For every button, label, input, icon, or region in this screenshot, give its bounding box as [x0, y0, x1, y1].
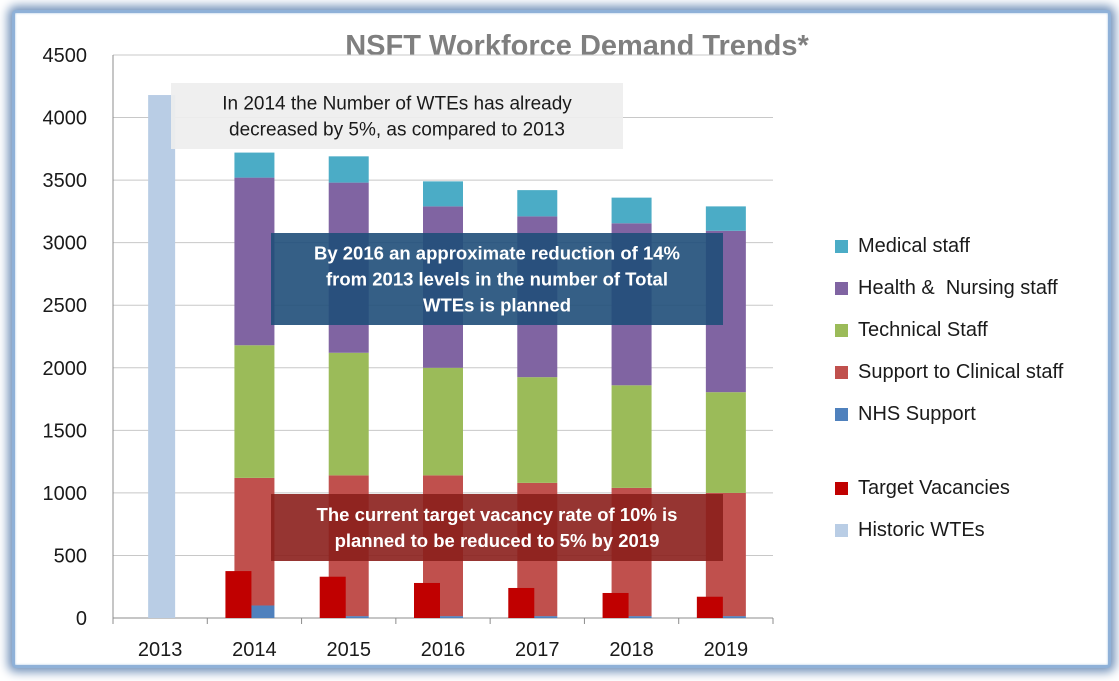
workforce-chart: NSFT Workforce Demand Trends* 0 500 1000 150…	[43, 30, 810, 661]
y-tick-label: 0	[76, 608, 87, 630]
y-tick-label: 1000	[43, 483, 88, 505]
legend-label: NHS Support	[858, 402, 976, 425]
legend-swatch	[835, 407, 848, 421]
target-vacancies-bar	[414, 582, 440, 618]
stacked-segment-medical-staff	[234, 152, 275, 178]
annotation-text: The current target vacancy rate of 10% i…	[317, 504, 678, 525]
legend-label: Technical Staff	[858, 318, 988, 341]
legend-swatch	[835, 239, 848, 253]
chart-title: NSFT Workforce Demand Trends*	[345, 30, 809, 62]
legend-item: NHS Support	[835, 393, 1063, 435]
y-tick-label: 4000	[43, 108, 88, 130]
stacked-segment-technical-staff	[517, 377, 558, 483]
legend-item: Technical Staff	[835, 309, 1063, 351]
y-tick-label: 2000	[43, 358, 88, 380]
stacked-segment-nhs-support	[423, 616, 463, 618]
legend-label: Historic WTEs	[858, 518, 985, 541]
target-vacancies-bar	[508, 587, 535, 618]
x-tick-label: 2019	[704, 639, 749, 661]
annotation-text: planned to be reduced to 5% by 2019	[335, 530, 660, 551]
legend-swatch	[835, 281, 848, 295]
annotation-text: By 2016 an approximate reduction of 14%	[314, 242, 680, 263]
x-tick-label: 2014	[232, 639, 277, 661]
legend-item: Historic WTEs	[835, 509, 1063, 551]
legend-item: Support to Clinical staff	[835, 351, 1063, 393]
y-tick-label: 2500	[43, 295, 88, 317]
stacked-segment-technical-staff	[611, 385, 652, 488]
y-tick-label: 3500	[43, 170, 88, 192]
legend-item: Target Vacancies	[835, 467, 1063, 509]
legend-label: Target Vacancies	[858, 476, 1010, 499]
stacked-segment-medical-staff	[611, 197, 652, 224]
stacked-segment-medical-staff	[328, 156, 369, 183]
stacked-segment-nhs-support	[328, 616, 369, 618]
legend-swatch	[835, 523, 848, 537]
annotation-text: WTEs is planned	[423, 294, 571, 315]
x-tick-label: 2013	[138, 639, 183, 661]
target-vacancies-bar	[602, 592, 629, 618]
stacked-segment-technical-staff	[328, 352, 369, 476]
legend-swatch	[835, 323, 848, 337]
x-tick-label: 2015	[326, 639, 371, 661]
chart-legend: Medical staff Health & Nursing staff Techn…	[835, 225, 1063, 551]
target-vacancies-bar	[319, 576, 346, 618]
x-tick-label: 2017	[515, 639, 560, 661]
legend-item: Medical staff	[835, 225, 1063, 267]
legend-label: Support to Clinical staff	[858, 360, 1064, 383]
legend-spacer	[835, 435, 1063, 467]
legend-label: Health & Nursing staff	[858, 276, 1058, 299]
historic-wtes-bar	[148, 95, 176, 619]
annotation-box	[271, 494, 723, 561]
stacked-segment-medical-staff	[517, 190, 558, 217]
stacked-segment-nhs-support	[517, 616, 558, 618]
annotation-text: In 2014 the Number of WTEs has already	[222, 94, 572, 115]
legend-swatch	[835, 365, 848, 379]
legend-swatch	[835, 481, 848, 495]
x-tick-label: 2016	[421, 639, 466, 661]
legend-label: Medical staff	[858, 234, 970, 257]
stacked-segment-nhs-support	[611, 616, 652, 618]
target-vacancies-bar	[696, 596, 723, 618]
stacked-segment-technical-staff	[423, 367, 463, 476]
y-tick-label: 4500	[43, 45, 88, 67]
chart-frame: NSFT Workforce Demand Trends* 0 500 1000 150…	[12, 10, 1111, 668]
annotation-box	[171, 83, 623, 149]
stacked-segment-technical-staff	[234, 345, 275, 478]
stacked-segment-medical-staff	[423, 181, 463, 207]
annotation-text: from 2013 levels in the number of Total	[326, 268, 668, 289]
x-tick-label: 2018	[609, 639, 654, 661]
annotation-text: decreased by 5%, as compared to 2013	[229, 120, 565, 141]
legend-item: Health & Nursing staff	[835, 267, 1063, 309]
annotation-box	[271, 233, 723, 325]
stacked-segment-technical-staff	[705, 392, 746, 493]
stacked-segment-medical-staff	[705, 206, 746, 231]
y-tick-label: 3000	[43, 233, 88, 255]
target-vacancies-bar	[225, 571, 252, 618]
y-tick-label: 1500	[43, 420, 88, 442]
stacked-segment-health-nursing-staff	[234, 177, 275, 346]
y-tick-label: 500	[54, 545, 87, 567]
stacked-segment-nhs-support	[705, 616, 746, 618]
